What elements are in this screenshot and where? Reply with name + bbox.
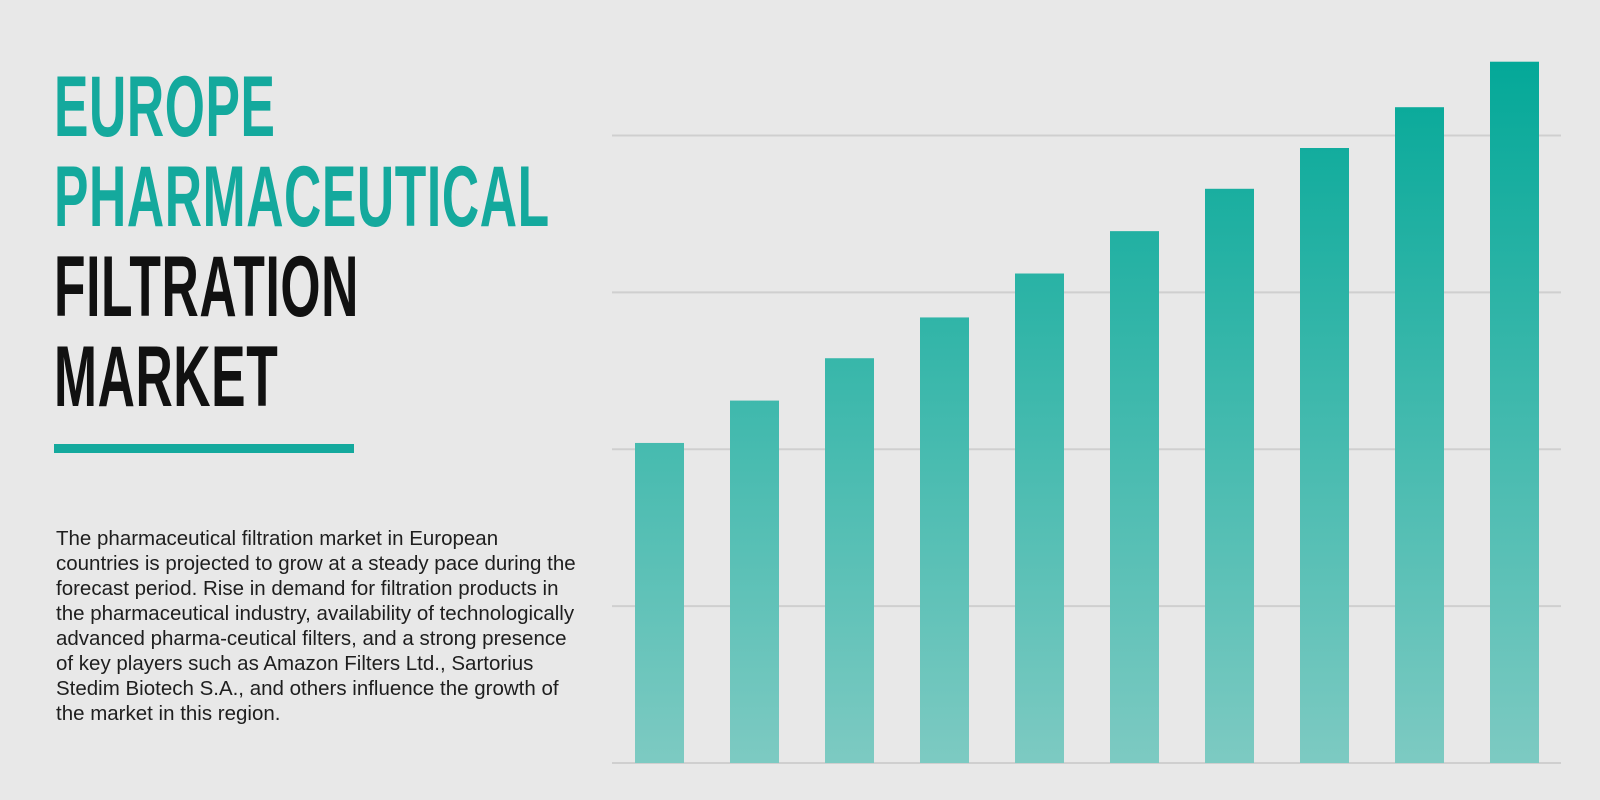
bar [1015, 273, 1064, 763]
bar [1490, 61, 1539, 763]
bar [635, 442, 684, 763]
description: The pharmaceutical filtration market in … [56, 527, 576, 725]
bar [1300, 147, 1349, 764]
bar [1205, 188, 1254, 763]
title-underline [54, 444, 354, 453]
bar [730, 400, 779, 763]
bar [1395, 107, 1444, 763]
title-part: EUROPE PHARMACEUTICAL [54, 59, 550, 245]
title-part: FILTRATION MARKET [54, 239, 360, 425]
bar [1110, 231, 1159, 763]
bar [920, 317, 969, 763]
title: EUROPE PHARMACEUTICAL FILTRATION MARKET [54, 62, 594, 422]
bar [825, 358, 874, 763]
